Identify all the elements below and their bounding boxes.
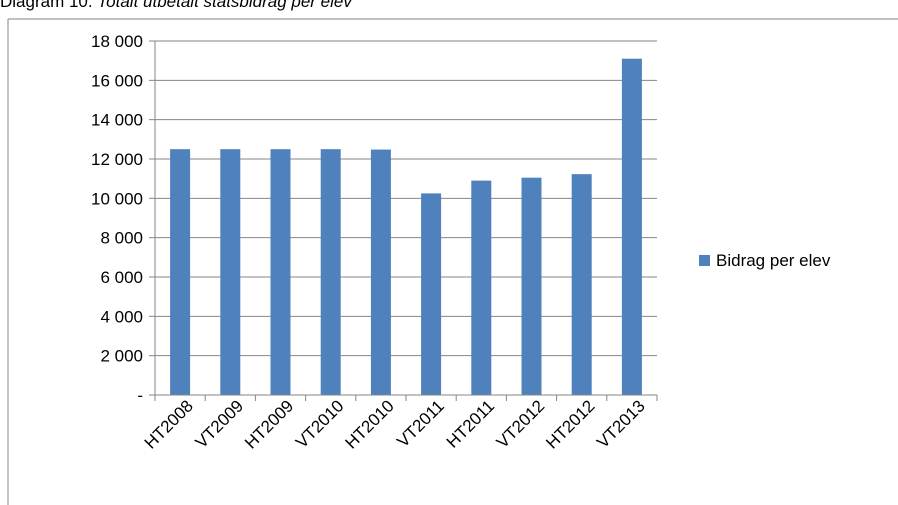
y-tick-label: 16 000 bbox=[91, 71, 143, 90]
bar-HT2011 bbox=[471, 180, 492, 395]
bar-HT2008 bbox=[170, 149, 191, 395]
bars bbox=[170, 58, 642, 395]
axes bbox=[154, 41, 658, 401]
x-tick-label: VT2011 bbox=[393, 396, 448, 451]
y-tick-label: 8 000 bbox=[100, 229, 143, 248]
y-tick-label: 10 000 bbox=[91, 189, 143, 208]
bar-HT2012 bbox=[571, 174, 592, 395]
bar-VT2009 bbox=[220, 149, 241, 395]
bar-VT2013 bbox=[621, 58, 642, 395]
y-tick-label: 18 000 bbox=[91, 32, 143, 51]
y-tick-label: 2 000 bbox=[100, 347, 143, 366]
bar-VT2010 bbox=[320, 149, 341, 395]
bar-VT2012 bbox=[521, 177, 542, 395]
y-tick-label: 6 000 bbox=[100, 268, 143, 287]
caption-title: Totalt utbetalt statsbidrag per elev bbox=[97, 0, 352, 11]
bar-HT2010 bbox=[370, 149, 391, 395]
bar-HT2009 bbox=[270, 149, 291, 395]
x-tick-label: VT2009 bbox=[192, 396, 248, 452]
bar-VT2011 bbox=[421, 193, 442, 395]
x-tick-label: HT2012 bbox=[542, 396, 598, 452]
x-tick-label: VT2010 bbox=[292, 396, 348, 452]
x-tick-label: HT2008 bbox=[141, 396, 197, 452]
y-tick-label: 12 000 bbox=[91, 150, 143, 169]
x-tick-label: HT2009 bbox=[241, 396, 297, 452]
y-tick-label: 4 000 bbox=[100, 307, 143, 326]
x-tick-label: HT2010 bbox=[342, 396, 398, 452]
legend-label: Bidrag per elev bbox=[716, 251, 831, 270]
legend-swatch bbox=[699, 255, 710, 266]
x-axis-tick-labels: HT2008VT2009HT2009VT2010HT2010VT2011HT20… bbox=[141, 396, 649, 452]
x-tick-label: VT2012 bbox=[493, 396, 549, 452]
x-tick-label: HT2011 bbox=[443, 396, 498, 451]
y-axis-tick-labels: - 2 000 4 000 6 000 8 000 10 000 12 000 14 000 1… bbox=[91, 32, 143, 405]
y-tick-label: 14 000 bbox=[91, 111, 143, 130]
x-tick-label: VT2013 bbox=[593, 396, 649, 452]
chart-caption: Diagram 10. Totalt utbetalt statsbidrag … bbox=[0, 0, 352, 12]
y-tick-label: - bbox=[137, 386, 143, 405]
legend: Bidrag per elev bbox=[699, 251, 831, 270]
caption-prefix: Diagram 10. bbox=[0, 0, 93, 11]
